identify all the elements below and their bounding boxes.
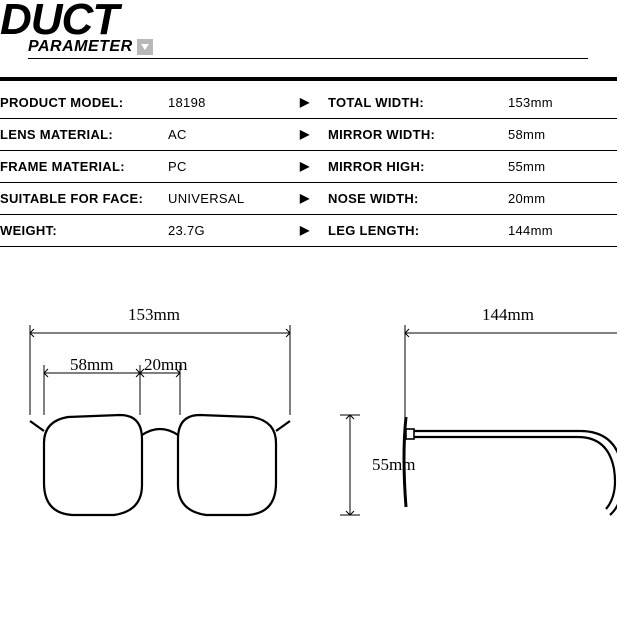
chevron-down-icon: [137, 39, 153, 55]
dim-total-width: 153mm: [128, 305, 180, 325]
spec-row: WEIGHT: 23.7G ▶ LEG LENGTH: 144mm: [0, 215, 617, 247]
arrow-icon: ▶: [300, 191, 328, 205]
spec-value: 18198: [168, 95, 300, 110]
header-underline: [28, 58, 588, 59]
dim-lens-width: 58mm: [70, 355, 113, 375]
spec-label: SUITABLE FOR FACE:: [0, 191, 168, 206]
spec-row: LENS MATERIAL: AC ▶ MIRROR WIDTH: 58mm: [0, 119, 617, 151]
diagram-area: 153mm: [0, 297, 617, 597]
spec-label: PRODUCT MODEL:: [0, 95, 168, 110]
spec-value: UNIVERSAL: [168, 191, 300, 206]
spec-label: LEG LENGTH:: [328, 223, 508, 238]
spec-label: WEIGHT:: [0, 223, 168, 238]
thick-rule: [0, 77, 617, 81]
spec-label: MIRROR WIDTH:: [328, 127, 508, 142]
spec-value: 23.7G: [168, 223, 300, 238]
subtitle: PARAMETER: [28, 38, 133, 56]
arrow-icon: ▶: [300, 223, 328, 237]
arrow-icon: ▶: [300, 127, 328, 141]
spec-table: PRODUCT MODEL: 18198 ▶ TOTAL WIDTH: 153m…: [0, 87, 617, 247]
spec-label: LENS MATERIAL:: [0, 127, 168, 142]
spec-value: 153mm: [508, 95, 617, 110]
spec-label: TOTAL WIDTH:: [328, 95, 508, 110]
spec-label: MIRROR HIGH:: [328, 159, 508, 174]
spec-value: 58mm: [508, 127, 617, 142]
spec-row: SUITABLE FOR FACE: UNIVERSAL ▶ NOSE WIDT…: [0, 183, 617, 215]
arrow-icon: ▶: [300, 159, 328, 173]
spec-row: PRODUCT MODEL: 18198 ▶ TOTAL WIDTH: 153m…: [0, 87, 617, 119]
spec-label: NOSE WIDTH:: [328, 191, 508, 206]
title-main: DUCT: [0, 0, 617, 40]
spec-value: PC: [168, 159, 300, 174]
spec-value: 20mm: [508, 191, 617, 206]
header: DUCT PARAMETER: [0, 0, 617, 59]
height-dim: [330, 407, 370, 527]
spec-value: AC: [168, 127, 300, 142]
spec-value: 55mm: [508, 159, 617, 174]
glasses-side-diagram: [400, 325, 617, 555]
arrow-icon: ▶: [300, 95, 328, 109]
spec-row: FRAME MATERIAL: PC ▶ MIRROR HIGH: 55mm: [0, 151, 617, 183]
dim-leg-length: 144mm: [482, 305, 534, 325]
dim-bridge-width: 20mm: [144, 355, 187, 375]
spec-label: FRAME MATERIAL:: [0, 159, 168, 174]
spec-value: 144mm: [508, 223, 617, 238]
subtitle-row: PARAMETER: [28, 38, 617, 56]
